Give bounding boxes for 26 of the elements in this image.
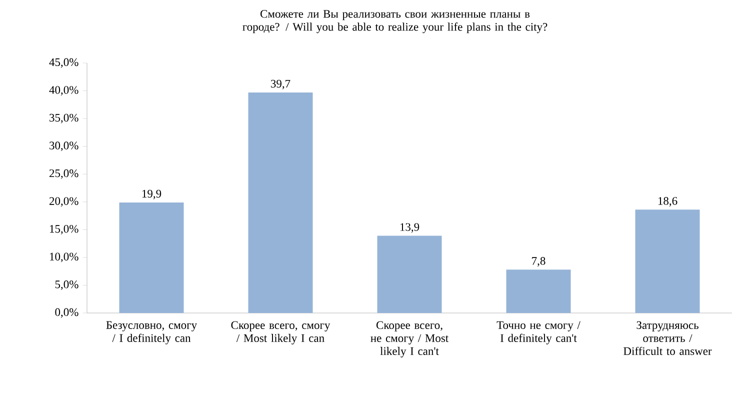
x-tick-label: Скорее всего, не смогу / Most likely I can't [370, 321, 449, 358]
x-tick-label: Точно не смогу / I definitely can't [496, 321, 580, 344]
y-tick-label: 45,0% [49, 58, 78, 68]
data-label: 39,7 [270, 80, 290, 90]
bar [635, 210, 700, 313]
y-tick-label: 30,0% [50, 142, 78, 152]
x-tick-label: Безусловно, смогу / I definitely can [106, 321, 198, 344]
x-tick-label: Скорее всего, смогу / Most likely I can [231, 321, 330, 344]
data-label: 7,8 [532, 257, 546, 266]
x-tick-label: Затрудняюсь ответить / Difficult to answer [624, 321, 712, 356]
bar [248, 92, 313, 313]
bar [119, 202, 184, 313]
y-tick-label: 20,0% [49, 197, 78, 207]
y-tick-label: 5,0% [55, 280, 78, 290]
y-tick-label: 25,0% [49, 169, 78, 179]
y-tick-label: 15,0% [50, 224, 78, 234]
chart-title: Сможете ли Вы реализовать свои жизненные планы в городе? / Will you be able to realize your life plans in the city? [242, 10, 548, 34]
y-tick-label: 0,0% [55, 308, 78, 318]
bar [377, 236, 442, 313]
data-label: 18,6 [658, 197, 678, 206]
y-tick-label: 40,0% [49, 86, 78, 96]
bar [506, 270, 571, 313]
y-tick-label: 35,0% [50, 114, 78, 124]
data-label: 13,9 [400, 223, 420, 233]
data-label: 19,9 [142, 190, 162, 200]
y-tick-label: 10,0% [50, 252, 78, 262]
